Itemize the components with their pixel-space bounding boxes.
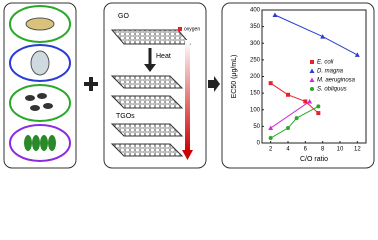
y-tick-label: 350 <box>250 24 261 30</box>
plus-sign <box>84 77 98 91</box>
data-point <box>268 136 273 141</box>
organism-panel <box>3 2 77 169</box>
heat-label: Heat <box>156 53 171 60</box>
y-axis-label: EC50 (μg/mL) <box>231 55 238 99</box>
tgos-label: TGOs <box>116 113 135 120</box>
legend-label: M. aeruginosa <box>317 78 356 84</box>
data-point <box>294 116 299 121</box>
legend-marker <box>309 77 315 82</box>
legend-marker <box>310 87 314 91</box>
y-tick-label: 200 <box>250 74 261 80</box>
chart: 0 50 100 150 200 250 300 350 400 2 4 6 8 10 12 C/O rati… <box>231 8 367 163</box>
go-label: GO <box>118 13 129 20</box>
data-point <box>272 12 278 17</box>
reduction-panel: GO Heat TGOs oxygen <box>103 2 207 169</box>
x-tick-label: 8 <box>321 147 325 153</box>
y-tick-label: 50 <box>253 124 260 130</box>
data-point <box>303 99 308 104</box>
y-tick-label: 100 <box>250 107 261 113</box>
data-point <box>354 52 360 57</box>
arrow <box>208 76 220 92</box>
x-tick-label: 2 <box>269 147 273 153</box>
fit-line <box>270 105 319 139</box>
data-point <box>268 81 273 86</box>
data-point <box>316 111 321 116</box>
y-tick-label: 400 <box>250 8 261 14</box>
x-tick-label: 10 <box>337 147 344 153</box>
x-axis-label: C/O ratio <box>300 156 328 163</box>
legend-label: E. coli <box>317 60 334 66</box>
x-tick-label: 12 <box>354 147 361 153</box>
y-tick-label: 250 <box>250 57 261 63</box>
legend-marker <box>309 68 315 73</box>
data-point <box>286 92 290 97</box>
data-point <box>316 104 321 109</box>
y-tick-label: 300 <box>250 41 261 47</box>
legend-label: S. obliquus <box>317 87 347 93</box>
y-tick-label: 0 <box>257 141 261 147</box>
y-tick-label: 150 <box>250 91 261 97</box>
fit-line <box>270 82 319 114</box>
oxygen-label: oxygen <box>184 26 200 32</box>
x-tick-label: 4 <box>286 147 290 153</box>
graphical-abstract: GO Heat TGOs oxygen 0 50 100 150 200 250 300 35… <box>3 2 375 169</box>
data-point <box>320 34 326 39</box>
fit-line <box>274 14 358 56</box>
data-point <box>268 125 274 131</box>
chart-panel <box>221 2 375 169</box>
legend-marker <box>310 60 314 64</box>
legend-label: D. magna <box>317 69 344 75</box>
data-point <box>286 126 290 131</box>
fit-line <box>270 101 310 129</box>
data-point <box>307 98 313 104</box>
x-tick-label: 6 <box>304 147 308 153</box>
